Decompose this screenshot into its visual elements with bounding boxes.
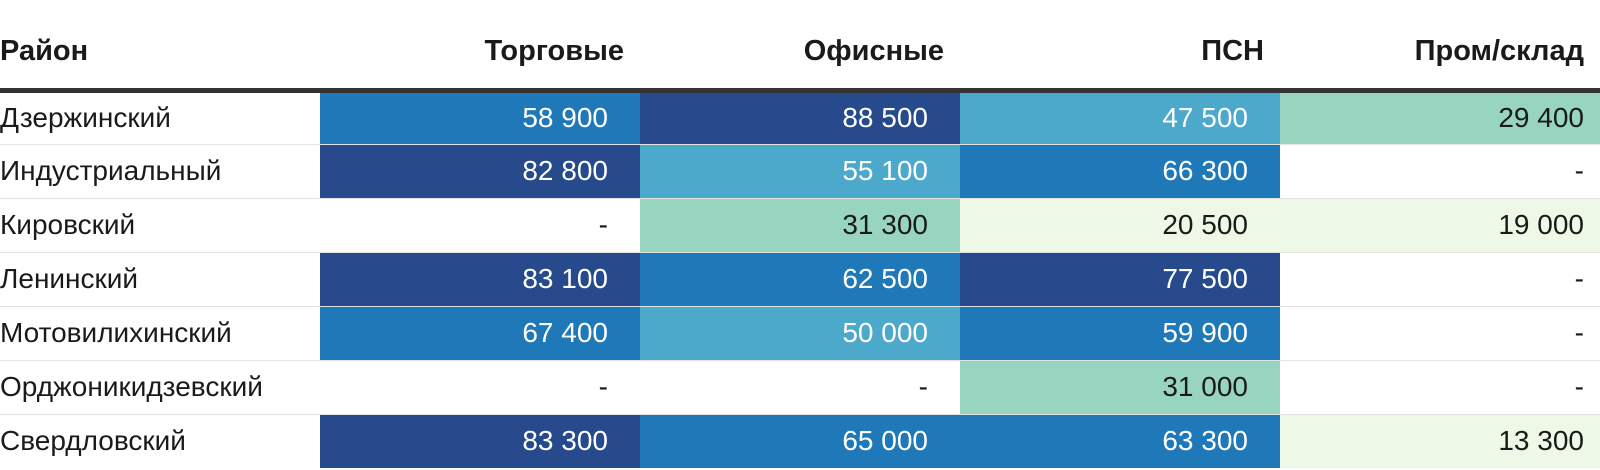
table-row: Индустриальный 82 800 55 100 66 300 - — [0, 144, 1600, 199]
column-header-retail: Торговые — [320, 0, 640, 93]
value-cell: - — [1280, 252, 1600, 307]
value-cell: 62 500 — [640, 252, 960, 307]
value-cell: 63 300 — [960, 414, 1280, 468]
value-cell: - — [1280, 144, 1600, 199]
table-row: Орджоникидзевский - - 31 000 - — [0, 360, 1600, 415]
value-cell: - — [320, 360, 640, 415]
column-header-industrial: Пром/склад — [1280, 0, 1600, 93]
value-cell: 58 900 — [320, 90, 640, 145]
value-cell: 29 400 — [1280, 90, 1600, 145]
value-cell: 65 000 — [640, 414, 960, 468]
value-cell: 20 500 — [960, 198, 1280, 253]
value-cell: - — [1280, 360, 1600, 415]
header-row: Район Торговые Офисные ПСН Пром/склад — [0, 0, 1600, 93]
table-row: Свердловский 83 300 65 000 63 300 13 300 — [0, 414, 1600, 468]
column-header-office: Офисные — [640, 0, 960, 93]
district-name: Ленинский — [0, 252, 320, 307]
value-cell: 31 000 — [960, 360, 1280, 415]
district-name: Мотовилихинский — [0, 306, 320, 361]
value-cell: 59 900 — [960, 306, 1280, 361]
value-cell: - — [640, 360, 960, 415]
table-header: Район Торговые Офисные ПСН Пром/склад — [0, 0, 1600, 93]
value-cell: 31 300 — [640, 198, 960, 253]
value-cell: 67 400 — [320, 306, 640, 361]
district-name: Дзержинский — [0, 90, 320, 145]
value-cell: 13 300 — [1280, 414, 1600, 468]
value-cell: 82 800 — [320, 144, 640, 199]
district-name: Свердловский — [0, 414, 320, 468]
column-header-district: Район — [0, 0, 320, 93]
value-cell: - — [320, 198, 640, 253]
column-header-psn: ПСН — [960, 0, 1280, 93]
value-cell: 50 000 — [640, 306, 960, 361]
value-cell: 83 100 — [320, 252, 640, 307]
value-cell: 83 300 — [320, 414, 640, 468]
value-cell: - — [1280, 306, 1600, 361]
value-cell: 77 500 — [960, 252, 1280, 307]
district-name: Кировский — [0, 198, 320, 253]
value-cell: 19 000 — [1280, 198, 1600, 253]
table-body: Дзержинский 58 900 88 500 47 500 29 400 … — [0, 90, 1600, 468]
value-cell: 47 500 — [960, 90, 1280, 145]
table-row: Дзержинский 58 900 88 500 47 500 29 400 — [0, 90, 1600, 145]
value-cell: 66 300 — [960, 144, 1280, 199]
district-name: Орджоникидзевский — [0, 360, 320, 415]
value-cell: 55 100 — [640, 144, 960, 199]
table-row: Мотовилихинский 67 400 50 000 59 900 - — [0, 306, 1600, 361]
table-row: Ленинский 83 100 62 500 77 500 - — [0, 252, 1600, 307]
district-name: Индустриальный — [0, 144, 320, 199]
value-cell: 88 500 — [640, 90, 960, 145]
table-row: Кировский - 31 300 20 500 19 000 — [0, 198, 1600, 253]
